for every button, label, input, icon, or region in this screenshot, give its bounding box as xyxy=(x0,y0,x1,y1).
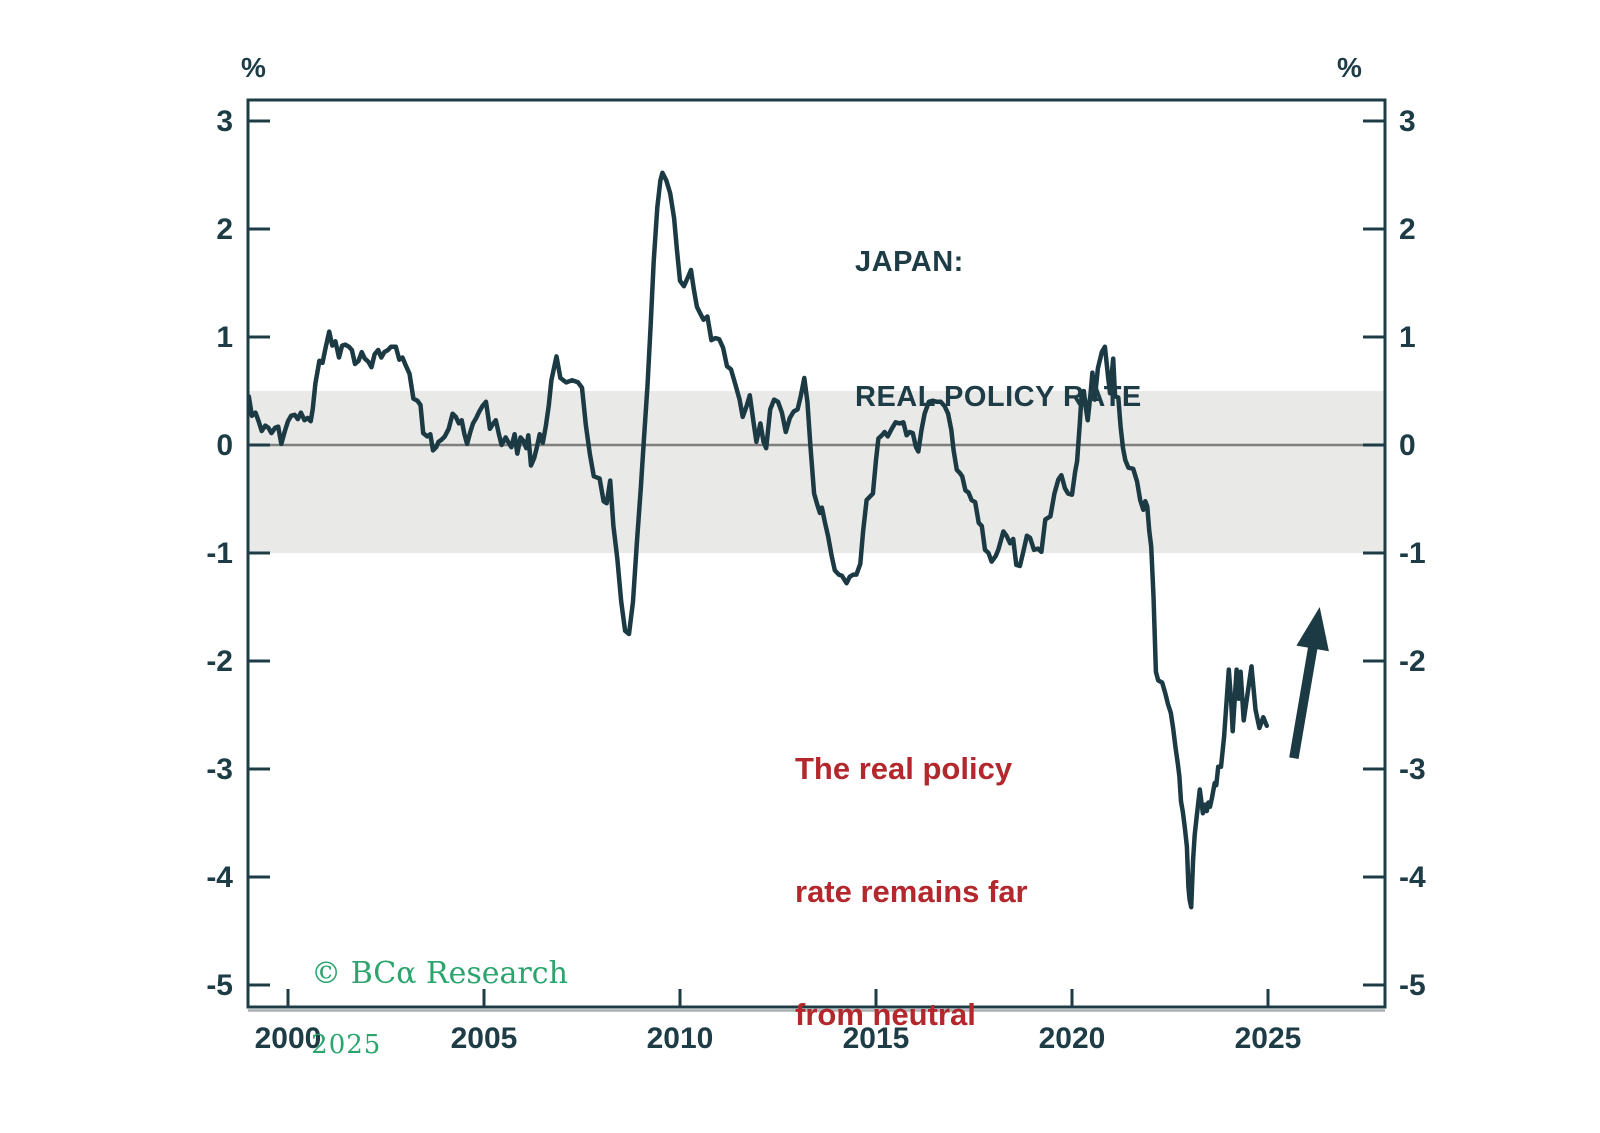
y-axis-label-right: -4 xyxy=(1399,861,1426,894)
y-axis-label-left: 1 xyxy=(216,321,233,354)
x-axis-label: 2000 xyxy=(255,1022,322,1055)
right-axis-unit-label: % xyxy=(1337,52,1362,83)
y-axis-label-right: 0 xyxy=(1399,429,1416,462)
x-axis-label: 2005 xyxy=(451,1022,518,1055)
trend-arrow-shaft xyxy=(1289,641,1319,760)
y-axis-label-left: 0 xyxy=(216,429,233,462)
chart-title-line-2: REAL POLICY RATE xyxy=(855,381,1142,413)
y-axis-label-left: -2 xyxy=(206,645,233,678)
y-axis-label-right: 1 xyxy=(1399,321,1416,354)
trend-arrow-head xyxy=(1296,607,1329,652)
annotation-text: The real policy rate remains far from ne… xyxy=(795,666,1028,1117)
chart-title-line-1: JAPAN: xyxy=(855,246,964,278)
y-axis-label-left: -3 xyxy=(206,753,233,786)
y-axis-label-right: -3 xyxy=(1399,753,1426,786)
annotation-line-3: from neutral xyxy=(795,997,976,1032)
y-axis-label-left: -4 xyxy=(206,861,233,894)
y-axis-label-right: -1 xyxy=(1399,537,1426,570)
y-axis-label-right: 2 xyxy=(1399,213,1416,246)
neutral-range-band xyxy=(248,391,1385,553)
annotation-line-2: rate remains far xyxy=(795,874,1028,909)
x-axis-label: 2020 xyxy=(1039,1022,1106,1055)
y-axis-label-left: -5 xyxy=(206,969,233,1002)
data-line xyxy=(246,170,1270,910)
annotation-line-1: The real policy xyxy=(795,751,1013,786)
y-axis-label-right: -5 xyxy=(1399,969,1426,1002)
source-credit: © BCα Research 2025 xyxy=(273,921,568,1096)
y-axis-label-right: 3 xyxy=(1399,105,1416,138)
x-axis-label: 2015 xyxy=(843,1022,910,1055)
plot-frame xyxy=(246,98,1387,1009)
source-credit-text: © BCα Research xyxy=(311,956,568,991)
left-axis-unit-label: % xyxy=(241,52,266,83)
x-axis-label: 2010 xyxy=(647,1022,714,1055)
source-credit-year: 2025 xyxy=(311,1030,382,1060)
y-axis-label-left: 2 xyxy=(216,213,233,246)
y-axis-label-left: 3 xyxy=(216,105,233,138)
y-axis-label-left: -1 xyxy=(206,537,233,570)
chart-title: JAPAN: REAL POLICY RATE xyxy=(855,150,1142,510)
y-axis-label-right: -2 xyxy=(1399,645,1426,678)
x-axis-label: 2025 xyxy=(1235,1022,1302,1055)
